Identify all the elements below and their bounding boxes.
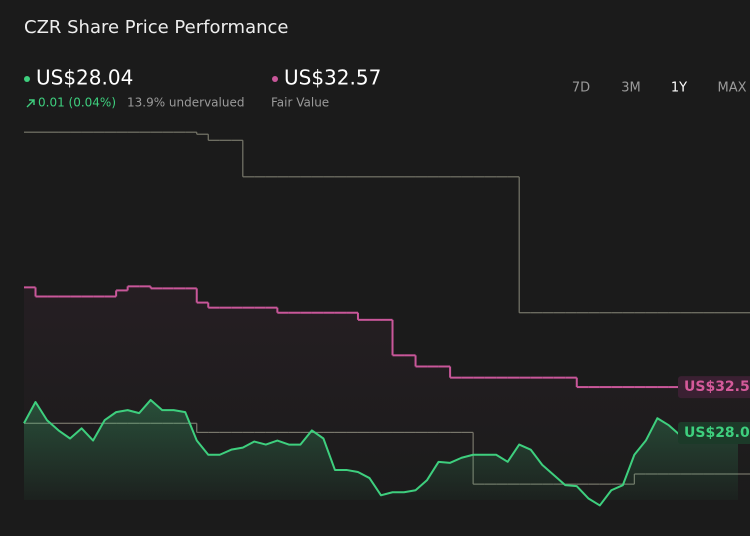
range-button[interactable]: MAX [717,81,746,96]
end-label: US$32.57 [684,379,750,395]
end-label-bg [678,422,750,445]
area [24,286,750,500]
area [24,399,738,506]
title: CZR Share Price Performance [24,17,289,38]
price-change: 0.01 (0.04%) [38,96,116,110]
range-button[interactable]: 3M [621,81,641,96]
end-label-bg [678,376,750,399]
price-line [23,398,739,507]
price: US$28.04 [36,66,133,90]
fair-value-dot [272,76,278,82]
up-arrow [26,99,35,108]
end-label: US$28.04 [684,425,750,441]
range-button[interactable]: 1Y [671,81,687,96]
fair-value: US$32.57 [284,66,381,90]
fair-value-label: Fair Value [271,96,329,110]
range-button[interactable]: 7D [572,81,590,96]
price-dot [24,76,30,82]
valuation: 13.9% undervalued [127,96,244,110]
